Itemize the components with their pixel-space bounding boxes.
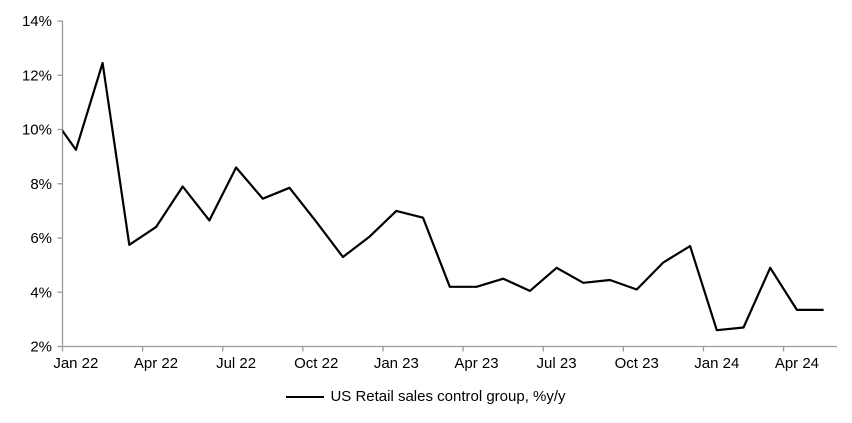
y-tick-label: 6%: [30, 230, 52, 247]
y-tick-label: 14%: [22, 13, 52, 30]
x-tick-label: Oct 23: [615, 355, 659, 372]
x-tick-label: Apr 22: [134, 355, 178, 372]
x-tick-label: Apr 23: [454, 355, 498, 372]
x-tick-label: Jan 24: [694, 355, 739, 372]
y-tick-label: 8%: [30, 176, 52, 193]
x-tick-label: Jan 22: [53, 355, 98, 372]
x-tick-label: Jul 23: [537, 355, 577, 372]
y-tick-label: 12%: [22, 67, 52, 84]
legend-line-swatch: [286, 395, 325, 398]
y-tick-label: 4%: [30, 284, 52, 301]
line-chart-svg: 2% 4% 6% 8% 10% 12% 14% Jan 22 Apr 22 Jul 22 Oct 2…: [22, 13, 837, 372]
legend: US Retail sales control group, %y/y: [0, 388, 852, 405]
y-tick-label: 10%: [22, 122, 52, 139]
x-tick-label: Jul 22: [216, 355, 256, 372]
legend-label: US Retail sales control group, %y/y: [330, 388, 566, 405]
x-tick-label: Oct 22: [294, 355, 338, 372]
x-tick-label: Jan 23: [374, 355, 419, 372]
y-tick-label: 2%: [30, 339, 52, 356]
x-tick-label: Apr 24: [775, 355, 819, 372]
series-line: [62, 61, 824, 332]
